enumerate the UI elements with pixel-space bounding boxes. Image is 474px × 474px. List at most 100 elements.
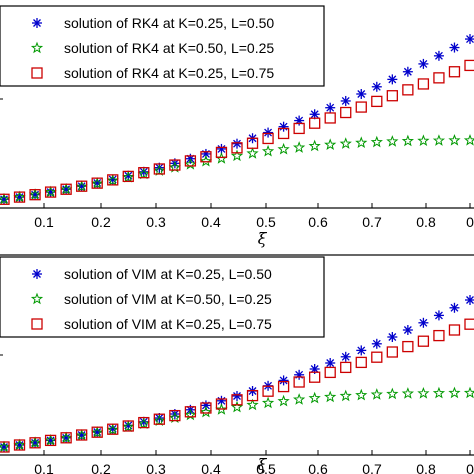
data-point	[262, 385, 274, 397]
data-point	[184, 406, 197, 418]
legend-marker	[32, 18, 42, 28]
data-point	[91, 426, 104, 438]
data-point	[324, 112, 336, 124]
data-point	[169, 409, 181, 422]
x-axis-label: ξ	[258, 229, 268, 248]
data-point	[262, 132, 274, 145]
data-point	[137, 167, 150, 180]
data-layer	[0, 295, 474, 453]
data-point	[13, 439, 26, 451]
data-point	[200, 400, 211, 411]
data-point	[464, 318, 474, 330]
data-point	[324, 138, 337, 150]
x-tick-label: 0.3	[146, 461, 166, 474]
data-point	[325, 102, 336, 113]
data-point	[277, 380, 290, 393]
data-point	[371, 81, 382, 92]
series-2	[0, 386, 474, 453]
x-tick-label: 0.5	[256, 214, 276, 230]
data-point	[308, 391, 321, 404]
data-point	[355, 356, 367, 369]
data-point	[386, 135, 399, 147]
data-point	[386, 387, 399, 400]
x-tick-label: 0.1	[34, 214, 54, 230]
legend-entry: solution of VIM at K=0.25, L=0.75	[64, 316, 272, 332]
data-point	[448, 324, 461, 336]
legend-marker	[31, 67, 43, 79]
x-tick-label: 0.4	[201, 461, 221, 474]
data-point	[464, 59, 474, 72]
data-point	[200, 151, 212, 163]
data-point	[168, 411, 181, 424]
data-point	[355, 136, 368, 149]
series-3	[0, 318, 474, 453]
data-point	[371, 351, 383, 363]
data-point	[137, 417, 150, 430]
data-point	[60, 431, 73, 444]
data-point	[60, 432, 72, 444]
x-tick-label: 0.7	[362, 461, 382, 474]
data-point	[76, 429, 88, 441]
data-point	[122, 170, 134, 183]
legend-entry: solution of RK4 at K=0.50, L=0.25	[64, 40, 274, 56]
data-point	[122, 170, 135, 183]
legend: solution of VIM at K=0.25, L=0.50 solutio…	[0, 256, 325, 338]
data-point	[215, 403, 228, 415]
x-tick-label: 0.8	[416, 461, 436, 474]
data-point	[278, 375, 289, 386]
data-point	[387, 332, 398, 342]
data-point	[356, 88, 367, 99]
data-point	[91, 177, 104, 189]
data-point	[448, 133, 461, 146]
x-tick-label: 0.4	[201, 214, 221, 230]
legend-marker	[31, 318, 43, 330]
data-point	[60, 183, 72, 195]
data-point	[75, 428, 88, 441]
legend-marker	[30, 292, 44, 305]
data-point	[215, 146, 228, 159]
data-point	[0, 193, 10, 205]
data-point	[75, 180, 88, 192]
data-point	[402, 325, 413, 335]
data-point	[355, 101, 367, 113]
data-point	[370, 388, 383, 400]
data-point	[325, 358, 336, 368]
data-point	[216, 143, 227, 154]
data-point	[433, 329, 445, 342]
series-3	[0, 59, 474, 205]
data-point	[402, 84, 414, 96]
data-point	[246, 147, 259, 159]
data-point	[417, 78, 430, 90]
data-point	[402, 340, 414, 353]
data-point	[138, 416, 150, 429]
data-point	[91, 426, 103, 438]
data-point	[44, 433, 57, 446]
data-point	[449, 302, 460, 313]
data-point	[44, 186, 57, 198]
x-axis-label: ξ	[258, 455, 268, 474]
data-point	[277, 127, 290, 140]
data-point	[277, 394, 290, 407]
data-point	[263, 127, 274, 138]
data-point	[153, 164, 166, 176]
data-point	[154, 413, 165, 423]
data-point	[246, 398, 259, 411]
x-tick-label: 0.2	[91, 461, 111, 474]
data-point	[278, 121, 289, 132]
data-point	[418, 317, 429, 328]
data-point	[122, 420, 135, 433]
data-point	[122, 420, 134, 432]
data-point	[418, 58, 429, 69]
data-point	[91, 177, 103, 189]
data-point	[261, 144, 275, 157]
data-point	[448, 386, 461, 399]
data-point	[232, 138, 242, 149]
data-point	[76, 180, 88, 192]
data-point	[277, 142, 290, 155]
data-point	[107, 423, 119, 435]
data-point	[199, 154, 213, 167]
data-point	[417, 134, 430, 147]
data-point	[261, 396, 275, 409]
data-point	[339, 137, 352, 149]
data-point	[230, 400, 244, 413]
